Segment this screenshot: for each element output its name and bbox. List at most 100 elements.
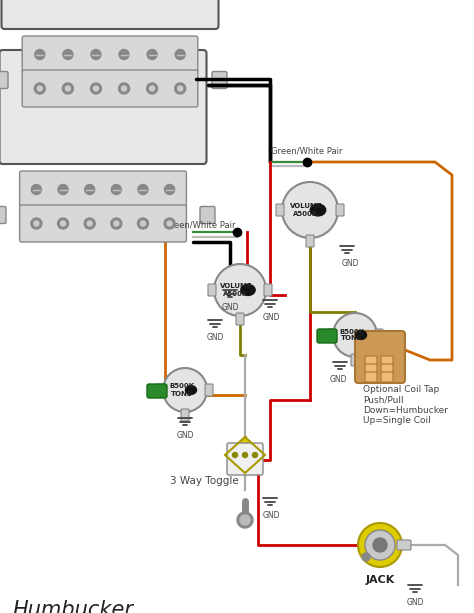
FancyBboxPatch shape <box>227 443 263 475</box>
Circle shape <box>85 185 95 194</box>
Circle shape <box>61 221 65 226</box>
Circle shape <box>63 83 73 94</box>
FancyBboxPatch shape <box>365 364 377 374</box>
Circle shape <box>114 221 119 226</box>
FancyBboxPatch shape <box>306 235 314 247</box>
Circle shape <box>137 218 148 229</box>
Circle shape <box>91 50 101 59</box>
FancyBboxPatch shape <box>351 354 359 366</box>
Text: GND: GND <box>221 303 239 312</box>
Circle shape <box>111 218 122 229</box>
Circle shape <box>31 185 41 194</box>
Text: B500K
TONE: B500K TONE <box>339 329 365 341</box>
FancyBboxPatch shape <box>0 207 6 224</box>
Circle shape <box>178 86 182 91</box>
FancyBboxPatch shape <box>327 329 335 341</box>
FancyBboxPatch shape <box>381 356 393 366</box>
Ellipse shape <box>185 386 197 394</box>
Circle shape <box>93 86 99 91</box>
Circle shape <box>34 221 39 226</box>
Circle shape <box>35 50 45 59</box>
Circle shape <box>111 185 121 194</box>
Circle shape <box>373 538 387 552</box>
FancyBboxPatch shape <box>317 329 337 343</box>
FancyBboxPatch shape <box>0 50 207 164</box>
Circle shape <box>164 218 175 229</box>
FancyBboxPatch shape <box>208 284 216 296</box>
Text: GND: GND <box>262 313 280 322</box>
Text: GND: GND <box>406 598 424 607</box>
Text: 3 Way Toggle: 3 Way Toggle <box>170 476 239 486</box>
Circle shape <box>253 452 257 457</box>
Circle shape <box>31 218 42 229</box>
FancyBboxPatch shape <box>147 384 167 398</box>
Circle shape <box>167 221 172 226</box>
FancyBboxPatch shape <box>365 372 377 382</box>
FancyBboxPatch shape <box>381 364 393 374</box>
FancyBboxPatch shape <box>157 384 165 396</box>
FancyBboxPatch shape <box>19 205 186 242</box>
Text: VOLUME
A500K: VOLUME A500K <box>290 204 322 216</box>
FancyBboxPatch shape <box>336 204 344 216</box>
Circle shape <box>65 86 70 91</box>
Text: GND: GND <box>176 431 194 440</box>
Circle shape <box>358 523 402 567</box>
Circle shape <box>147 50 157 59</box>
Text: JACK: JACK <box>365 575 395 585</box>
Text: GND: GND <box>341 259 359 268</box>
Circle shape <box>163 368 207 412</box>
Text: GND: GND <box>262 511 280 520</box>
FancyBboxPatch shape <box>181 409 189 421</box>
Circle shape <box>175 50 185 59</box>
Circle shape <box>233 452 237 457</box>
Circle shape <box>175 83 186 94</box>
Circle shape <box>365 530 395 560</box>
FancyBboxPatch shape <box>375 329 383 341</box>
Text: Green/White Pair: Green/White Pair <box>164 221 236 230</box>
FancyBboxPatch shape <box>276 204 284 216</box>
Circle shape <box>140 221 146 226</box>
Circle shape <box>214 264 266 316</box>
Circle shape <box>282 182 338 238</box>
Circle shape <box>243 452 247 457</box>
FancyBboxPatch shape <box>1 0 219 29</box>
Circle shape <box>146 83 158 94</box>
FancyBboxPatch shape <box>200 207 215 224</box>
Circle shape <box>63 50 73 59</box>
Circle shape <box>37 86 42 91</box>
Circle shape <box>87 221 92 226</box>
Circle shape <box>118 83 129 94</box>
Text: GND: GND <box>206 333 224 342</box>
Circle shape <box>237 512 253 528</box>
Text: Green/White Pair: Green/White Pair <box>271 146 343 155</box>
Text: Optional Coil Tap
Push/Pull
Down=Humbucker
Up=Single Coil: Optional Coil Tap Push/Pull Down=Humbuck… <box>363 385 448 425</box>
Circle shape <box>119 50 129 59</box>
Circle shape <box>362 553 370 561</box>
FancyBboxPatch shape <box>22 36 198 73</box>
Polygon shape <box>225 437 265 473</box>
Circle shape <box>58 185 68 194</box>
FancyBboxPatch shape <box>22 70 198 107</box>
FancyBboxPatch shape <box>19 171 186 208</box>
Circle shape <box>57 218 69 229</box>
Text: Humbucker: Humbucker <box>12 600 133 613</box>
Ellipse shape <box>310 204 326 216</box>
FancyBboxPatch shape <box>205 384 213 396</box>
Circle shape <box>34 83 46 94</box>
Circle shape <box>240 515 250 525</box>
FancyBboxPatch shape <box>397 540 411 550</box>
Circle shape <box>84 218 95 229</box>
FancyBboxPatch shape <box>236 313 244 325</box>
FancyBboxPatch shape <box>355 331 405 383</box>
Text: VOLUME
A500K: VOLUME A500K <box>219 283 252 297</box>
Text: B500K
TONE: B500K TONE <box>169 384 194 397</box>
Circle shape <box>91 83 101 94</box>
Ellipse shape <box>356 330 366 340</box>
Circle shape <box>121 86 127 91</box>
FancyBboxPatch shape <box>212 72 227 88</box>
Circle shape <box>138 185 148 194</box>
Circle shape <box>150 86 155 91</box>
Ellipse shape <box>241 284 255 295</box>
Circle shape <box>164 185 174 194</box>
Circle shape <box>333 313 377 357</box>
